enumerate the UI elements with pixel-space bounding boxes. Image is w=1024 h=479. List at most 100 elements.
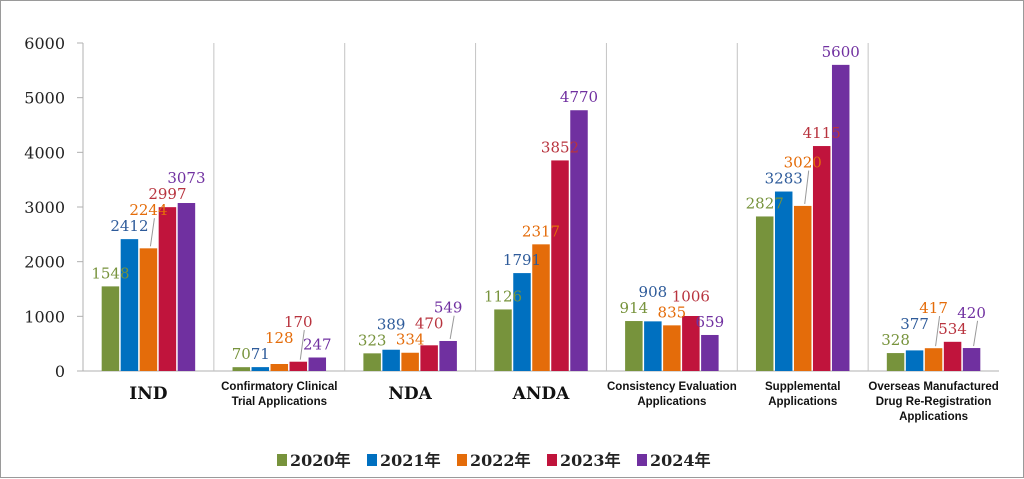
data-label: 5600: [822, 43, 860, 61]
data-label: 170: [284, 313, 313, 331]
bar-2020年-3: [494, 309, 512, 371]
bar-2022年-5: [793, 205, 812, 371]
bar-2020年-6: [886, 353, 905, 371]
data-label: 70: [232, 345, 251, 363]
bar-2021年-3: [513, 273, 531, 371]
bar-2023年-6: [943, 341, 962, 371]
data-label: 914: [620, 299, 649, 317]
data-label: 1126: [484, 287, 522, 305]
data-label: 4115: [803, 124, 841, 142]
bar-2023年-1: [289, 361, 308, 371]
y-tick-label: 2000: [24, 253, 65, 272]
legend-swatch: [457, 454, 467, 466]
data-label-leader: [935, 316, 941, 347]
y-tick-label: 1000: [24, 307, 65, 326]
legend-swatch: [547, 454, 557, 466]
legend-swatch: [637, 454, 647, 466]
data-label: 389: [377, 315, 406, 333]
data-label: 549: [434, 299, 463, 317]
data-label: 71: [251, 345, 270, 363]
category-label: IND: [129, 384, 167, 404]
data-label: 3852: [541, 138, 579, 156]
bar-2023年-5: [812, 146, 831, 371]
bar-2024年-5: [831, 64, 850, 371]
bar-2022年-0: [139, 248, 158, 371]
bar-2021年-6: [905, 350, 924, 371]
bar-2024年-1: [308, 357, 327, 371]
bar-2020年-0: [101, 286, 120, 371]
bar-2020年-5: [755, 216, 774, 371]
bar-2024年-3: [570, 110, 588, 372]
bar-2021年-1: [251, 367, 270, 371]
data-label: 659: [696, 313, 725, 331]
bar-2022年-3: [532, 244, 550, 371]
category-label-line: Drug Re-Registration: [876, 396, 992, 408]
data-label: 2317: [522, 222, 560, 240]
data-label: 323: [358, 331, 387, 349]
category-label: ANDA: [512, 384, 570, 404]
data-label: 4770: [560, 88, 598, 106]
data-label: 1791: [503, 251, 541, 269]
bar-2023年-4: [682, 316, 700, 371]
data-label: 3020: [784, 154, 822, 172]
data-label: 3073: [167, 169, 205, 187]
data-label: 2244: [129, 201, 167, 219]
legend-label: 2023年: [560, 451, 621, 470]
data-label: 3283: [765, 170, 803, 188]
bar-2020年-2: [363, 353, 381, 371]
data-label: 420: [957, 304, 986, 322]
y-tick-label: 5000: [24, 89, 65, 108]
data-label-leader: [299, 330, 305, 360]
y-tick-label: 0: [55, 362, 65, 381]
bar-2022年-4: [663, 325, 681, 371]
bar-2024年-0: [177, 203, 196, 371]
y-tick-label: 4000: [24, 143, 65, 162]
category-label-line: Applications: [768, 396, 837, 408]
bar-2021年-5: [774, 191, 793, 371]
y-tick-label: 6000: [24, 34, 65, 53]
data-label: 334: [396, 331, 425, 349]
legend-swatch: [367, 454, 377, 466]
legend-label: 2021年: [380, 451, 441, 470]
category-label-line: Overseas Manufactured: [868, 381, 998, 393]
y-tick-label: 3000: [24, 198, 65, 217]
data-label-leader: [973, 320, 979, 347]
category-label: NDA: [388, 384, 432, 404]
data-label-leader: [449, 315, 455, 340]
bar-2024年-4: [701, 334, 719, 371]
category-label-line: Applications: [637, 396, 706, 408]
bar-2024年-6: [962, 348, 981, 371]
bar-2023年-0: [158, 207, 177, 371]
bar-2022年-2: [401, 352, 419, 371]
data-label: 2412: [110, 217, 148, 235]
category-label-line: Supplemental: [765, 381, 840, 393]
data-label: 1548: [91, 264, 129, 282]
category-label-line: Consistency Evaluation: [607, 381, 737, 393]
data-label: 1006: [672, 287, 710, 305]
data-label-leader: [149, 218, 155, 247]
data-label: 470: [415, 315, 444, 333]
legend-label: 2024年: [650, 451, 711, 470]
bar-2021年-2: [382, 349, 400, 371]
category-label-line: Confirmatory Clinical: [221, 381, 337, 393]
legend-label: 2022年: [470, 451, 531, 470]
legend-swatch: [277, 454, 287, 466]
data-label: 128: [265, 329, 294, 347]
bar-2023年-3: [551, 160, 569, 371]
bar-2021年-0: [120, 239, 139, 371]
bar-2022年-1: [270, 364, 289, 371]
bar-2020年-1: [232, 367, 251, 371]
bar-2024年-2: [439, 340, 457, 371]
data-label: 534: [938, 320, 967, 338]
legend-label: 2020年: [290, 451, 351, 470]
bar-2021年-4: [644, 321, 662, 371]
data-label: 2997: [148, 185, 186, 203]
data-label: 2827: [746, 194, 784, 212]
data-label: 377: [900, 315, 929, 333]
data-label-leader: [804, 170, 810, 204]
data-label: 247: [303, 335, 332, 353]
data-label: 328: [881, 331, 910, 349]
data-label: 908: [639, 283, 668, 301]
